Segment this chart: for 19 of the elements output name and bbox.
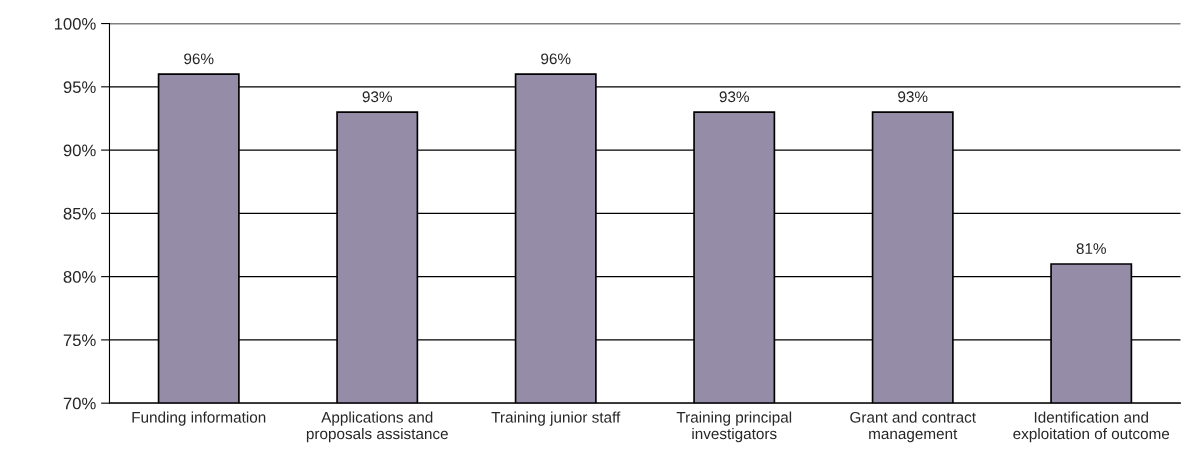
y-tick-label: 85% (63, 207, 96, 220)
data-label: 96% (184, 53, 214, 65)
x-tick-label: Funding information (132, 411, 266, 426)
data-label: 93% (362, 91, 392, 103)
y-tick-label: 80% (63, 271, 96, 283)
x-tick-label: Grant and contract management (850, 411, 976, 443)
y-tick-label: 90% (63, 144, 96, 157)
data-label: 96% (541, 53, 571, 65)
y-tick-label: 100% (54, 17, 96, 30)
data-label: 93% (898, 91, 928, 103)
x-tick-label: Training principal investigators (676, 411, 792, 443)
data-label: 81% (1076, 243, 1106, 255)
x-tick-label: Training junior staff (491, 411, 621, 426)
x-tick-label: Applications and proposals assistance (306, 411, 448, 443)
y-tick-label: 95% (63, 81, 96, 94)
data-label: 93% (719, 91, 749, 103)
x-tick-label: Identification and exploitation of outcome (1013, 411, 1170, 443)
y-tick-label: 75% (63, 334, 96, 347)
y-tick-label: 70% (63, 397, 96, 410)
